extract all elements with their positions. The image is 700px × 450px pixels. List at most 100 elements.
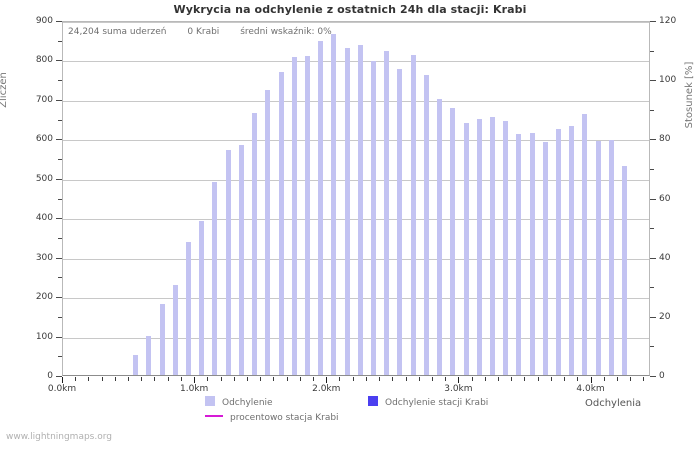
axis-tick [550, 377, 552, 381]
axis-tick [299, 377, 301, 381]
axis-tick [56, 178, 62, 180]
bar [133, 355, 139, 375]
axis-tick [650, 376, 656, 377]
bar [357, 45, 363, 375]
axis-tick [352, 377, 354, 381]
axis-tick [62, 377, 63, 383]
axis-tick-label: 400 [35, 213, 53, 224]
legend-item[interactable]: Odchylenie [205, 396, 273, 408]
axis-tick-label: 4.0km [576, 384, 605, 394]
page-title: Wykrycia na odchylenie z ostatnich 24h d… [173, 3, 527, 16]
axis-tick [128, 377, 130, 381]
bar [186, 241, 192, 375]
axis-tick [167, 377, 169, 381]
axis-tick [246, 377, 248, 381]
gridline [63, 219, 649, 221]
axis-tick [365, 377, 367, 381]
bar [569, 126, 575, 375]
bar [463, 122, 469, 375]
axis-tick-label: 20 [659, 311, 671, 322]
axis-tick [458, 377, 460, 383]
axis-tick [524, 377, 526, 381]
axis-tick [56, 257, 62, 259]
axis-tick [56, 218, 62, 220]
axis-tick-label: 600 [35, 134, 53, 145]
gridline [63, 61, 649, 63]
axis-tick [56, 139, 62, 141]
axis-tick [58, 356, 62, 358]
legend-item[interactable]: Odchylenie stacji Krabi [368, 396, 488, 408]
axis-tick-label: 100 [35, 331, 53, 342]
axis-tick [445, 377, 447, 381]
bar [450, 107, 456, 375]
axis-tick-label: 0 [47, 371, 53, 381]
axis-tick [56, 297, 62, 299]
bar [582, 114, 588, 375]
gridline [63, 258, 649, 260]
legend-item-label: Odchylenie [222, 398, 273, 408]
bar [159, 304, 165, 375]
bar [318, 41, 324, 375]
x-axis-title: Odchylenia [585, 398, 642, 409]
axis-tick [564, 377, 566, 381]
axis-tick [114, 377, 116, 381]
legend-swatch-icon [368, 396, 378, 406]
bar [172, 285, 178, 375]
axis-tick [56, 99, 62, 101]
legend-swatch-icon [205, 396, 215, 406]
axis-tick [650, 198, 656, 200]
axis-tick [58, 277, 62, 279]
axis-tick-label: 80 [659, 134, 671, 145]
axis-tick-label: 0.0km [47, 384, 77, 394]
axis-tick [286, 377, 288, 381]
axis-tick-label: 40 [659, 252, 671, 263]
axis-tick [379, 377, 381, 381]
plot-area [62, 21, 650, 376]
axis-tick-label: 3.0km [444, 384, 473, 394]
axis-tick [650, 168, 654, 170]
bar [397, 68, 403, 375]
legend-item-label: Odchylenie stacji Krabi [385, 398, 489, 408]
axis-tick [326, 377, 328, 383]
axis-tick [603, 377, 605, 381]
bar [529, 132, 535, 375]
legend-item[interactable]: procentowo stacja Krabi [205, 413, 339, 423]
axis-tick [650, 228, 654, 230]
bar [384, 50, 390, 375]
axis-tick-label: 700 [35, 94, 53, 105]
axis-tick-label: 0 [659, 371, 665, 381]
axis-tick [511, 377, 513, 381]
axis-tick [650, 316, 656, 318]
axis-tick [58, 119, 62, 121]
axis-tick [75, 377, 77, 381]
bar [278, 72, 284, 375]
bar [238, 145, 244, 375]
bar [622, 165, 628, 375]
bar [410, 54, 416, 375]
bar [595, 141, 601, 375]
bar [304, 55, 310, 375]
axis-tick [650, 139, 656, 141]
axis-tick [643, 377, 645, 381]
axis-tick [88, 377, 90, 381]
station-count-label: 0 Krabi [187, 27, 220, 37]
axis-tick [58, 159, 62, 161]
y-axis-left-title: Zliczeń [0, 72, 9, 108]
axis-tick [471, 377, 473, 381]
bar [423, 75, 429, 375]
bar [542, 142, 548, 375]
gridline [63, 140, 649, 142]
axis-tick [650, 287, 654, 289]
bar [503, 120, 509, 375]
axis-tick-label: 500 [35, 173, 53, 184]
bar [437, 98, 443, 375]
axis-tick [590, 377, 592, 383]
bar [146, 335, 152, 375]
axis-tick [56, 60, 62, 62]
gridline [63, 100, 649, 102]
axis-tick [58, 198, 62, 200]
bar [556, 129, 561, 375]
axis-tick [650, 346, 654, 348]
axis-tick-label: 60 [659, 193, 671, 204]
bar [489, 117, 495, 375]
